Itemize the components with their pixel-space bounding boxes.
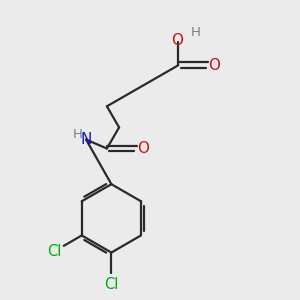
Text: N: N xyxy=(80,132,92,147)
Text: O: O xyxy=(208,58,220,73)
Text: H: H xyxy=(73,128,83,141)
Text: O: O xyxy=(137,141,149,156)
Text: Cl: Cl xyxy=(46,244,61,259)
Text: O: O xyxy=(171,32,183,47)
Text: Cl: Cl xyxy=(104,277,118,292)
Text: H: H xyxy=(191,26,201,39)
